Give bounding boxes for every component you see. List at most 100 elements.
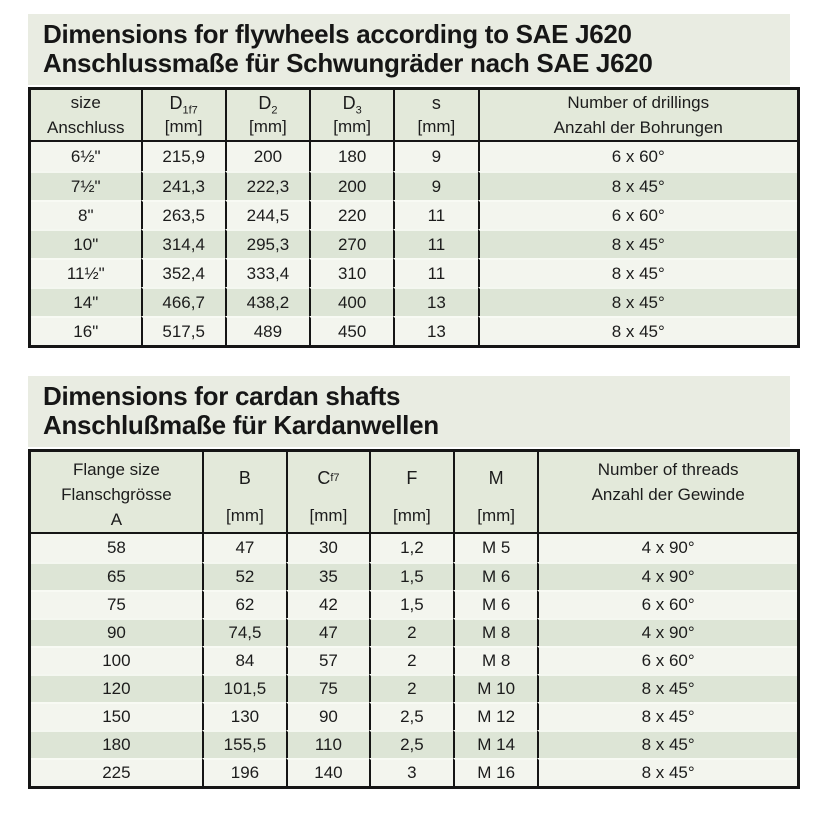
column-header: D2 [mm] bbox=[224, 90, 310, 142]
table-cell: 270 bbox=[309, 229, 394, 258]
table-cell: 3 bbox=[368, 758, 454, 786]
column-symbol: D3 bbox=[342, 92, 362, 117]
table-cell: 352,4 bbox=[140, 258, 225, 287]
table-cell: 8 x 45° bbox=[537, 702, 797, 730]
table-row: 14" 466,7 438,2 400 13 8 x 45° bbox=[31, 287, 797, 316]
column-header: Flange size Flanschgrösse A bbox=[31, 452, 202, 534]
table-cell: 4 x 90° bbox=[537, 534, 797, 562]
table-cell: M 6 bbox=[453, 590, 538, 618]
column-header-line: Number of threads bbox=[597, 460, 739, 479]
column-header: size Anschluss bbox=[31, 90, 141, 142]
table-cell: 140 bbox=[286, 758, 369, 786]
table-cell: 11 bbox=[393, 229, 478, 258]
table-cell: 333,4 bbox=[224, 258, 310, 287]
table-row: 11½" 352,4 333,4 310 11 8 x 45° bbox=[31, 258, 797, 287]
table-cell: 196 bbox=[201, 758, 287, 786]
table-cell: 13 bbox=[393, 316, 478, 345]
flywheel-title-block: Dimensions for flywheels according to SA… bbox=[28, 14, 790, 85]
table-cell: 314,4 bbox=[140, 229, 225, 258]
column-unit: [mm] bbox=[226, 506, 264, 525]
table-cell: 220 bbox=[309, 200, 394, 229]
datasheet-page: Dimensions for flywheels according to SA… bbox=[28, 14, 800, 789]
column-symbol: D2 bbox=[258, 92, 278, 117]
table-cell: 8 x 45° bbox=[477, 287, 797, 316]
column-unit: [mm] bbox=[417, 117, 456, 136]
flywheel-section: Dimensions for flywheels according to SA… bbox=[28, 14, 800, 348]
table-cell: 110 bbox=[286, 730, 369, 758]
table-cell: 8 x 45° bbox=[477, 171, 797, 200]
table-cell: 263,5 bbox=[140, 200, 225, 229]
table-row: 8" 263,5 244,5 220 11 6 x 60° bbox=[31, 200, 797, 229]
column-header-line: Anzahl der Bohrungen bbox=[553, 118, 723, 137]
table-cell: M 8 bbox=[453, 646, 538, 674]
table-cell: 155,5 bbox=[201, 730, 287, 758]
table-cell: 75 bbox=[286, 674, 369, 702]
table-cell: 489 bbox=[224, 316, 310, 345]
table-cell: 6 x 60° bbox=[537, 646, 797, 674]
table-cell: 58 bbox=[31, 534, 202, 562]
table-cell: M 14 bbox=[453, 730, 538, 758]
table-cell: M 5 bbox=[453, 534, 538, 562]
table-cell: 438,2 bbox=[224, 287, 310, 316]
table-row: 7½" 241,3 222,3 200 9 8 x 45° bbox=[31, 171, 797, 200]
column-header-line: Anzahl der Gewinde bbox=[591, 485, 745, 504]
table-cell: 9 bbox=[393, 171, 478, 200]
table-cell: 6 x 60° bbox=[477, 200, 797, 229]
table-cell: 517,5 bbox=[140, 316, 225, 345]
table-cell: 52 bbox=[201, 562, 287, 590]
column-header-line: A bbox=[110, 510, 123, 529]
column-header: Number of drillings Anzahl der Bohrungen bbox=[477, 90, 797, 142]
column-header-line: Number of drillings bbox=[567, 93, 710, 112]
table-cell: 6 x 60° bbox=[477, 142, 797, 171]
table-cell: 2 bbox=[368, 646, 454, 674]
column-unit: [mm] bbox=[249, 117, 287, 137]
table-cell: 180 bbox=[309, 142, 394, 171]
table-cell: 8 x 45° bbox=[477, 229, 797, 258]
table-cell: 241,3 bbox=[140, 171, 225, 200]
table-cell: 2 bbox=[368, 618, 454, 646]
column-header: Number of threads Anzahl der Gewinde bbox=[537, 452, 797, 534]
table-cell: 215,9 bbox=[140, 142, 225, 171]
table-cell: 2,5 bbox=[368, 730, 454, 758]
table-cell: 7½" bbox=[31, 171, 141, 200]
table-cell: 8 x 45° bbox=[537, 674, 797, 702]
table-cell: 8 x 45° bbox=[477, 258, 797, 287]
table-cell: M 16 bbox=[453, 758, 538, 786]
table-cell: 8 x 45° bbox=[537, 730, 797, 758]
cardan-section: Dimensions for cardan shafts Anschlußmaß… bbox=[28, 376, 800, 789]
table-cell: 74,5 bbox=[201, 618, 287, 646]
table-cell: 11½" bbox=[31, 258, 141, 287]
table-cell: 42 bbox=[286, 590, 369, 618]
table-cell: 150 bbox=[31, 702, 202, 730]
column-header: M [mm] bbox=[453, 452, 538, 534]
section-gap bbox=[28, 348, 800, 376]
table-cell: M 10 bbox=[453, 674, 538, 702]
column-header: D3 [mm] bbox=[309, 90, 394, 142]
table-cell: 8 x 45° bbox=[537, 758, 797, 786]
table-cell: 1,5 bbox=[368, 562, 454, 590]
column-header: D1f7 [mm] bbox=[140, 90, 225, 142]
column-symbol: D1f7 bbox=[169, 92, 198, 117]
table-cell: 310 bbox=[309, 258, 394, 287]
table-row: 150 130 90 2,5 M 12 8 x 45° bbox=[31, 702, 797, 730]
column-unit: [mm] bbox=[477, 506, 516, 525]
table-cell: 200 bbox=[224, 142, 310, 171]
table-cell: 57 bbox=[286, 646, 369, 674]
table-cell: 90 bbox=[31, 618, 202, 646]
column-header: s [mm] bbox=[393, 90, 478, 142]
table-cell: 35 bbox=[286, 562, 369, 590]
cardan-title-de: Anschlußmaße für Kardanwellen bbox=[43, 410, 439, 440]
column-symbol: F bbox=[406, 468, 418, 488]
column-header: B [mm] bbox=[201, 452, 287, 534]
table-cell: 400 bbox=[309, 287, 394, 316]
column-unit: [mm] bbox=[309, 506, 348, 525]
table-cell: 11 bbox=[393, 258, 478, 287]
table-cell: 225 bbox=[31, 758, 202, 786]
table-cell: M 12 bbox=[453, 702, 538, 730]
